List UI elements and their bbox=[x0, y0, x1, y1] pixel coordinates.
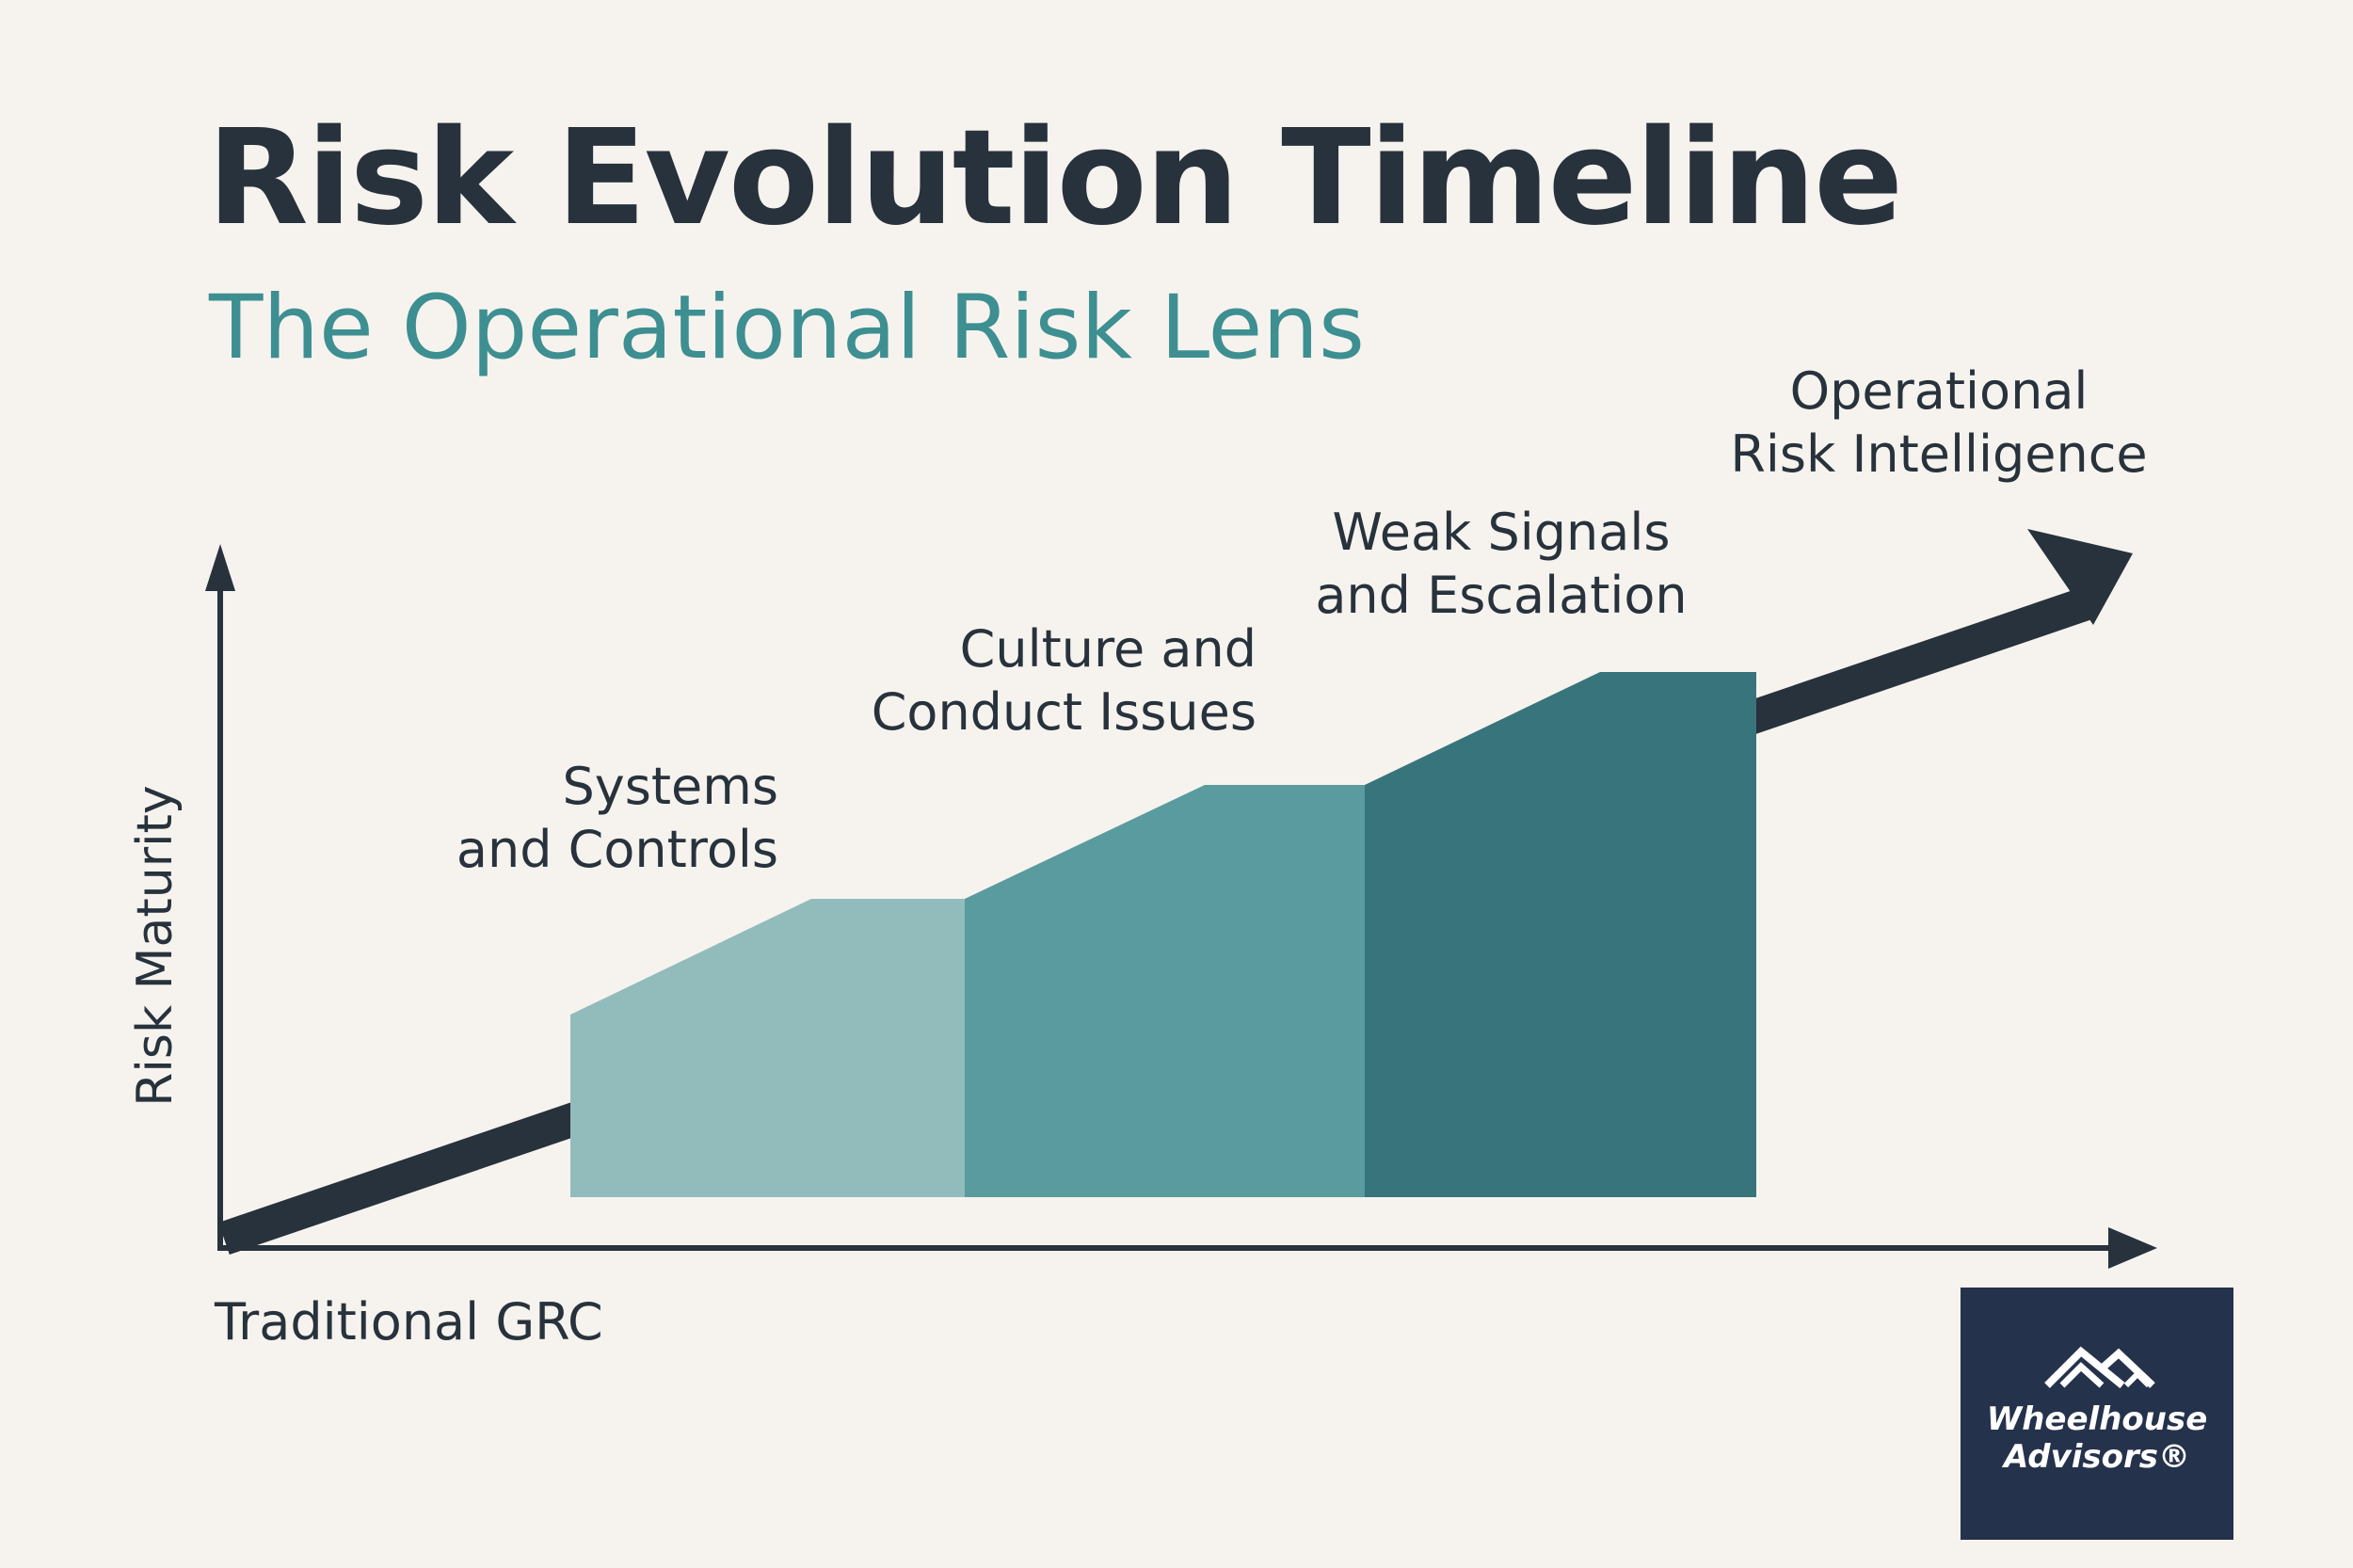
stage-label-intelligence: Operational Risk Intelligence bbox=[1704, 360, 2174, 486]
stage-block-signals bbox=[1365, 672, 1756, 1197]
x-axis-arrowhead bbox=[2108, 1227, 2157, 1269]
y-axis-arrowhead bbox=[205, 544, 235, 591]
logo-text-line: Advisors® bbox=[2003, 1438, 2191, 1476]
stage-block-culture bbox=[965, 785, 1365, 1197]
stage-label-line: and Controls bbox=[456, 820, 778, 879]
company-logo: Wheelhouse Advisors® bbox=[1961, 1288, 2233, 1540]
stage-label-line: Conduct Issues bbox=[871, 682, 1257, 742]
stage-label-systems: Systems and Controls bbox=[433, 755, 778, 881]
logo-text: Wheelhouse Advisors® bbox=[1961, 1400, 2233, 1476]
roof-logo-icon bbox=[2044, 1346, 2155, 1389]
stage-label-line: Culture and bbox=[959, 619, 1257, 679]
diagram-subtitle: The Operational Risk Lens bbox=[209, 277, 1365, 379]
stage-label-line: Operational bbox=[1789, 361, 2089, 421]
x-axis-label: Traditional GRC bbox=[215, 1292, 603, 1352]
logo-text-line: Wheelhouse bbox=[1986, 1400, 2208, 1438]
stage-label-line: and Escalation bbox=[1315, 566, 1688, 625]
stage-label-culture: Culture and Conduct Issues bbox=[828, 617, 1257, 744]
stage-block-systems bbox=[570, 899, 965, 1197]
y-axis-label: Risk Maturity bbox=[127, 785, 184, 1107]
stage-label-signals: Weak Signals and Escalation bbox=[1289, 501, 1713, 627]
stage-label-line: Systems bbox=[562, 757, 779, 816]
stage-label-line: Weak Signals bbox=[1332, 503, 1671, 562]
stage-label-line: Risk Intelligence bbox=[1730, 424, 2148, 484]
growth-arrow-head bbox=[2027, 529, 2133, 625]
diagram-title: Risk Evolution Timeline bbox=[207, 102, 1903, 255]
